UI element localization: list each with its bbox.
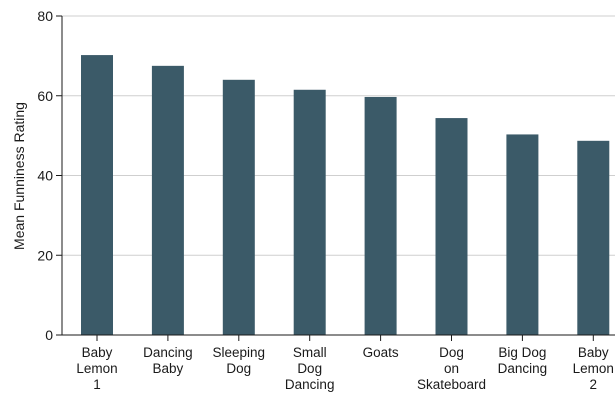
x-category-label-line: Lemon	[76, 361, 117, 376]
x-category-label: Dog on Skateboard	[417, 345, 486, 392]
x-category-label-line: Big Dog	[498, 345, 546, 360]
axes	[56, 15, 615, 341]
y-tick-label: 40	[37, 168, 53, 184]
x-category-label-line: 1	[93, 377, 101, 392]
x-category-label: Big Dog Dancing	[498, 345, 548, 376]
x-category-label-line: 2	[590, 377, 598, 392]
x-category-label-line: Dog	[439, 345, 464, 360]
bar	[151, 65, 184, 335]
y-tick-labels: 0 20 40 60 80	[37, 8, 53, 343]
x-category-label-line: Baby	[82, 345, 113, 360]
x-category-label-line: Dancing	[285, 377, 335, 392]
x-category-label-line: Baby	[578, 345, 609, 360]
y-tick-label: 60	[37, 88, 53, 104]
y-tick-label: 20	[37, 247, 53, 263]
x-category-label: Goats	[363, 345, 399, 360]
bar	[577, 140, 610, 335]
x-category-label-line: on	[444, 361, 459, 376]
x-category-label: Sleeping Dog	[213, 345, 266, 376]
x-category-label-line: Goats	[363, 345, 399, 360]
bar	[222, 79, 255, 335]
x-category-label: Dancing Baby	[143, 345, 193, 376]
bar	[435, 118, 468, 335]
x-category-label-line: Dog	[297, 361, 322, 376]
bar	[81, 55, 113, 335]
y-tick-label: 80	[37, 8, 53, 24]
x-category-label: Small Dog Dancing	[285, 345, 335, 392]
bar	[364, 96, 397, 335]
y-axis-label: Mean Funniness Rating	[11, 102, 27, 250]
x-category-label-line: Dancing	[143, 345, 193, 360]
x-category-label-line: Sleeping	[213, 345, 266, 360]
bar	[293, 89, 326, 335]
x-category-label: Baby Lemon 1	[76, 345, 117, 392]
x-category-label-line: Small	[293, 345, 327, 360]
x-category-label-line: Dancing	[498, 361, 548, 376]
x-category-label-line: Skateboard	[417, 377, 486, 392]
x-category-label-line: Lemon	[573, 361, 614, 376]
bars	[81, 55, 610, 335]
bar	[506, 134, 539, 335]
x-category-label: Baby Lemon 2	[573, 345, 614, 392]
x-category-label-line: Dog	[226, 361, 251, 376]
x-category-label-line: Baby	[153, 361, 184, 376]
y-tick-label: 0	[45, 327, 53, 343]
